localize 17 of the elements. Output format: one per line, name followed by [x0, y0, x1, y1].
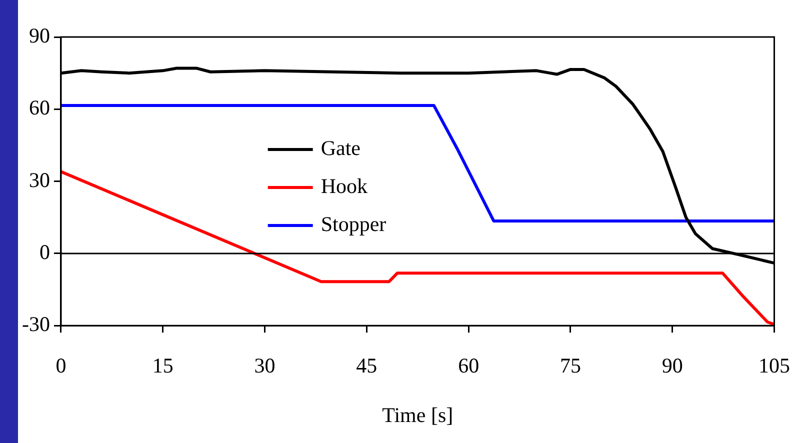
x-tick-label: 60 [458, 354, 480, 378]
y-tick-label: 60 [28, 96, 50, 120]
legend-label: Stopper [320, 212, 386, 236]
x-tick-label: 105 [758, 354, 790, 378]
y-tick-label: 90 [28, 24, 50, 48]
y-tick-label: 0 [39, 240, 50, 264]
x-tick-label: 0 [56, 354, 66, 378]
legend-label: Hook [320, 174, 368, 198]
x-tick-label: 30 [254, 354, 276, 378]
y-tick-label: 30 [28, 168, 50, 192]
x-tick-label: 75 [560, 354, 581, 378]
y-tick-label: -30 [22, 312, 50, 336]
x-tick-label: 90 [662, 354, 683, 378]
x-tick-label: 15 [152, 354, 174, 378]
x-tick-label: 45 [356, 354, 378, 378]
x-axis-title: Time [s] [382, 402, 454, 427]
legend-label: Gate [320, 136, 360, 160]
